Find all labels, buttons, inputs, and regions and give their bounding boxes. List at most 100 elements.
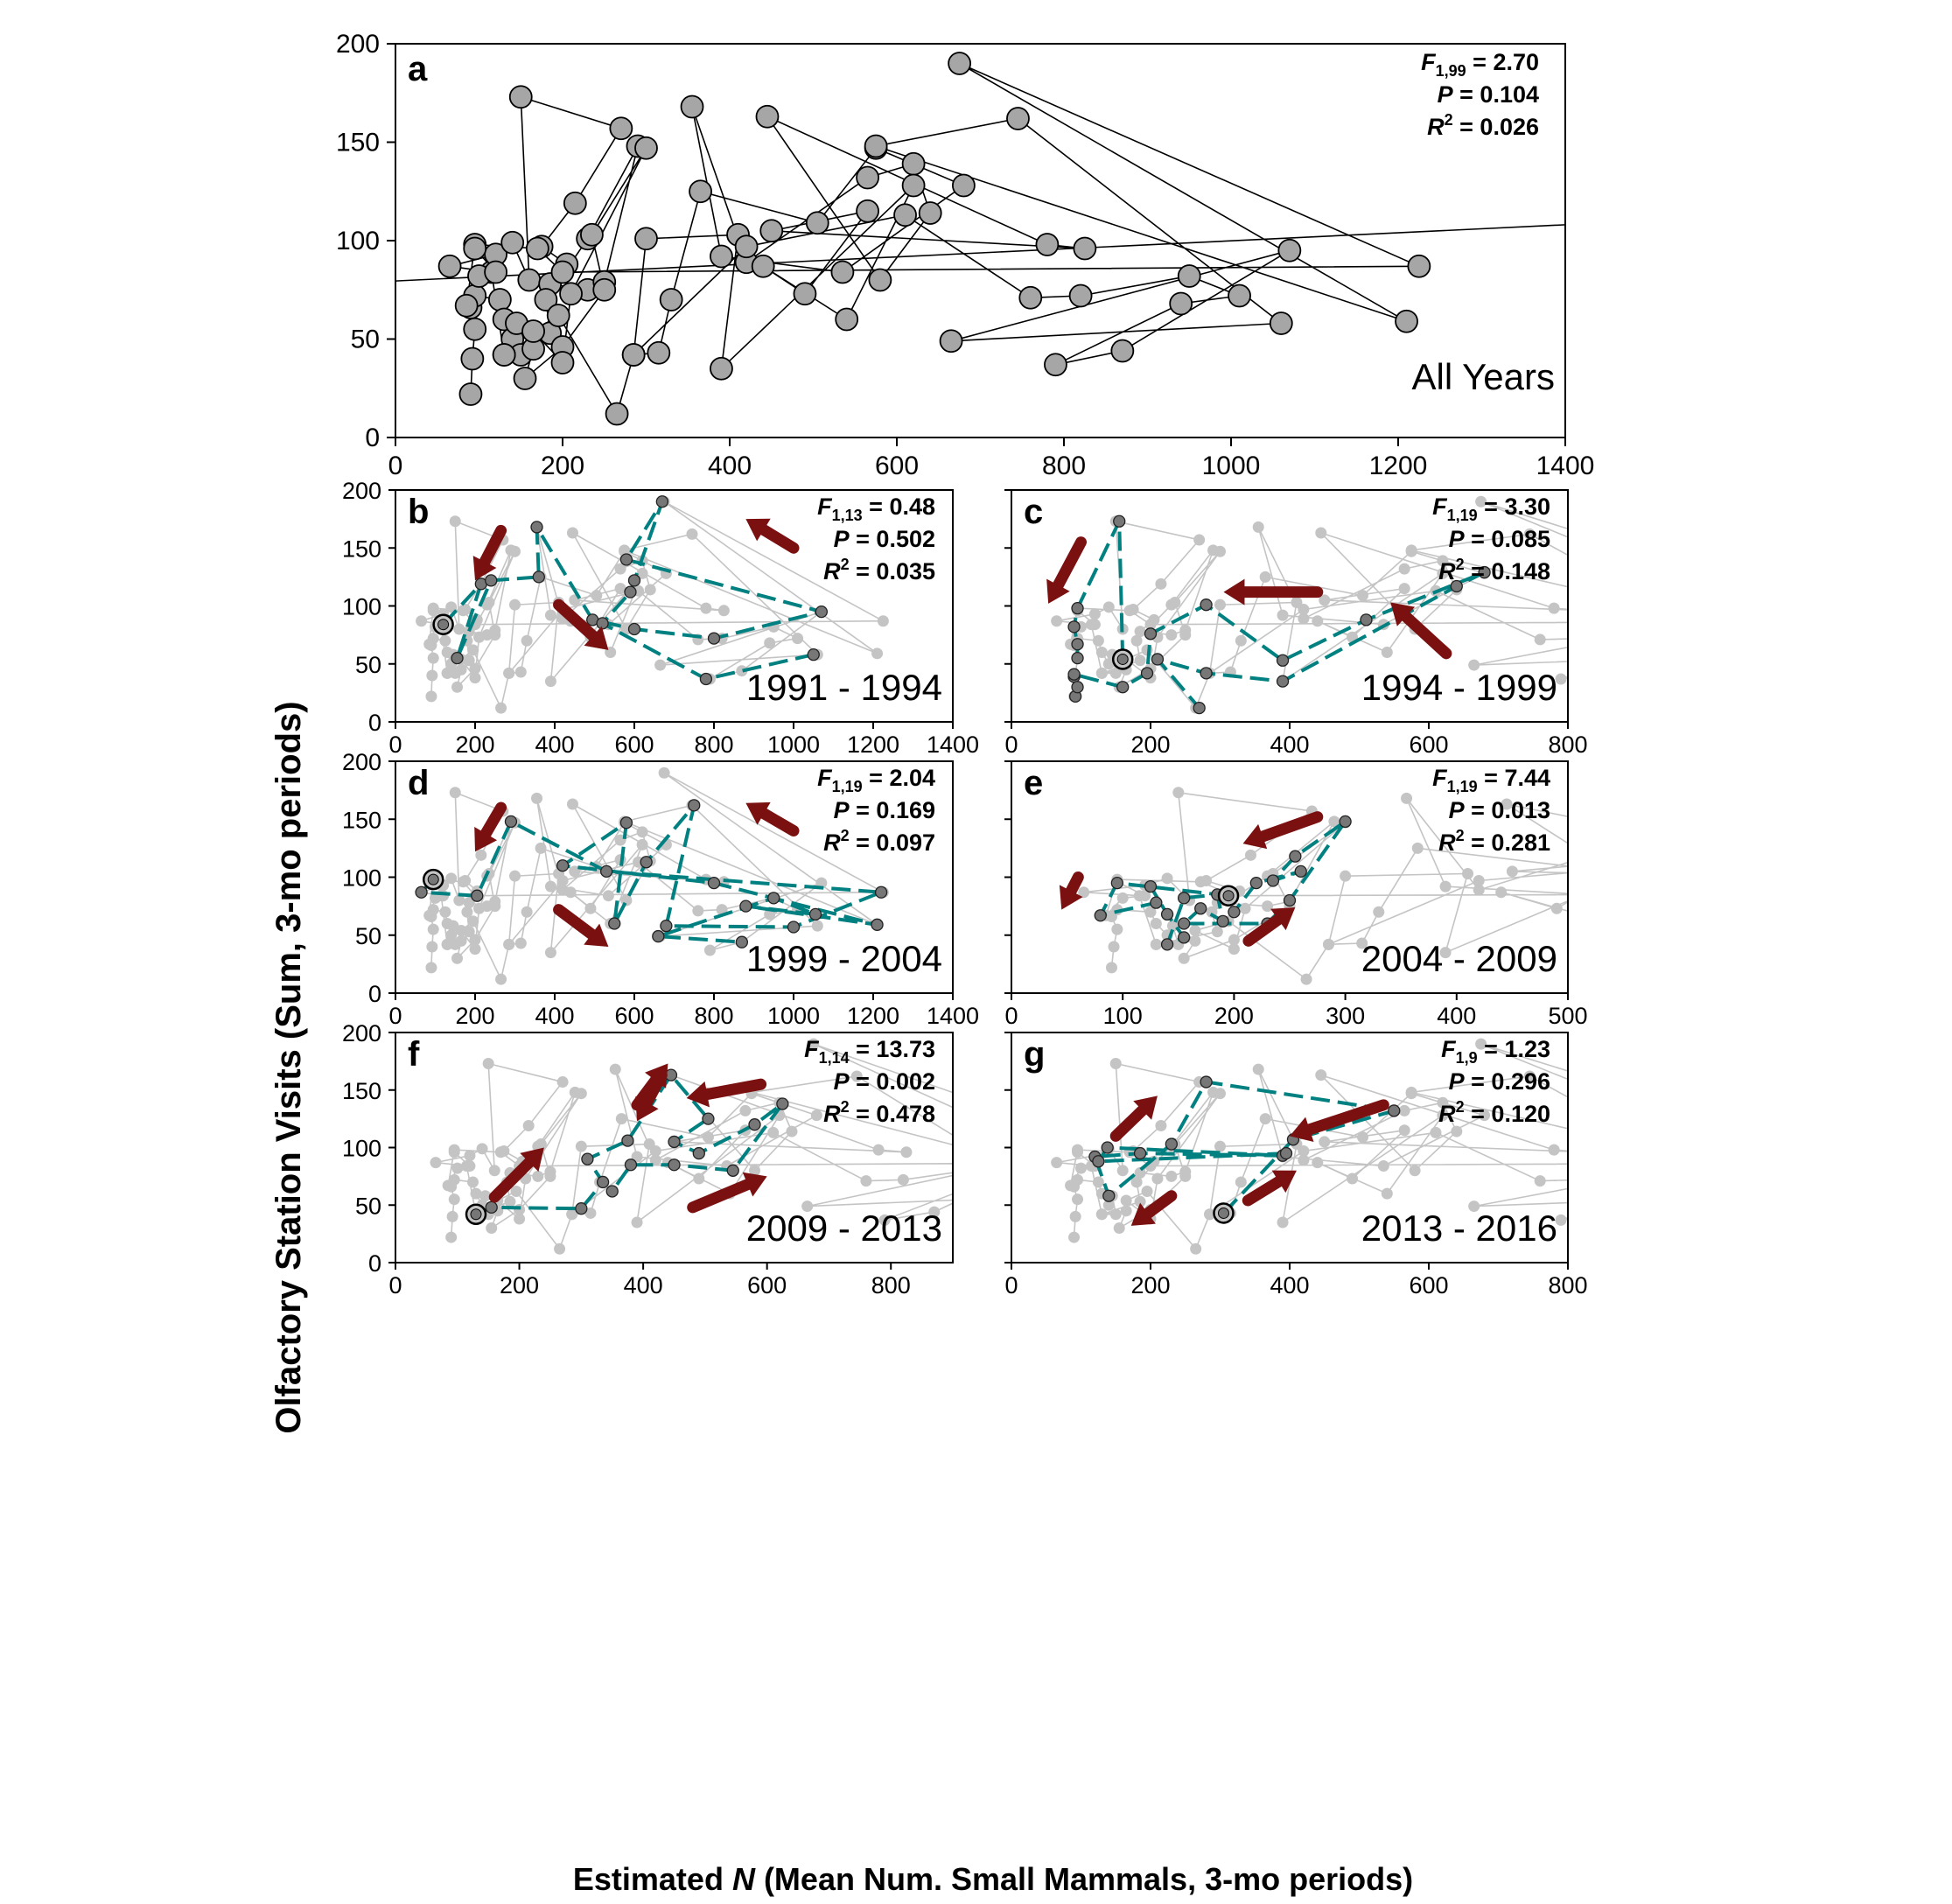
background-point: [602, 890, 614, 902]
r-symbol: R: [823, 830, 841, 856]
background-point: [445, 872, 458, 885]
p-value: P = 0.169: [834, 797, 935, 823]
background-point: [473, 631, 486, 643]
background-point: [1555, 1214, 1567, 1226]
x-tick-label: 1200: [1369, 452, 1428, 480]
x-tick-label: 400: [1437, 1003, 1476, 1029]
background-point: [1172, 787, 1185, 799]
x-tick-label: 200: [1130, 732, 1170, 758]
trend-arrow-shaft: [758, 524, 800, 554]
background-point: [1165, 629, 1178, 641]
background-point: [1298, 1144, 1310, 1157]
y-tick-label: 200: [342, 478, 381, 504]
x-tick-label: 600: [1409, 732, 1448, 758]
trend-arrow-shaft: [1242, 1175, 1285, 1207]
highlight-point: [1150, 896, 1163, 909]
x-tick-label: 0: [388, 1003, 402, 1029]
highlight-point: [1200, 667, 1213, 680]
trend-arrow-head: [1290, 1116, 1314, 1143]
highlight-point: [1200, 1075, 1213, 1088]
data-point: [559, 282, 583, 306]
background-point: [1708, 633, 1719, 644]
data-point: [647, 340, 671, 365]
data-point: [948, 52, 972, 75]
background-point: [1051, 615, 1063, 627]
background-point: [467, 644, 479, 656]
p-value: P = 0.104: [1438, 81, 1539, 108]
background-point: [792, 633, 804, 645]
data-point: [864, 134, 888, 158]
y-tick-label: 100: [342, 594, 381, 620]
trend-arrow-shaft: [1400, 611, 1452, 660]
highlight-point: [1450, 579, 1463, 593]
background-point: [609, 1063, 621, 1075]
p-value: P = 0.085: [1449, 526, 1550, 552]
background-point: [554, 1242, 566, 1255]
background-point: [1092, 1176, 1104, 1188]
background-point: [1373, 906, 1385, 918]
background-point: [1300, 973, 1312, 985]
highlight-point: [652, 929, 665, 943]
background-point: [801, 1200, 814, 1213]
r-squared: R2 = 0.120: [1438, 1098, 1550, 1127]
trend-arrow-head: [1046, 578, 1070, 604]
background-point: [1211, 926, 1223, 938]
background-point: [1439, 947, 1452, 959]
background-point: [1356, 1131, 1368, 1144]
f-df: 1,9: [1456, 1049, 1478, 1067]
background-point: [1051, 1157, 1063, 1169]
panel-f: 0 200 400 600 800 0 50 100 150 200 f 2009 - 2013 F1,…: [342, 1020, 954, 1298]
x-tick-label: 0: [1004, 1272, 1018, 1298]
p-number: = 0.002: [850, 1068, 935, 1095]
background-point: [1757, 767, 1768, 779]
background-point: [644, 584, 656, 596]
highlight-point: [1200, 598, 1213, 612]
background-point: [1165, 1170, 1178, 1182]
trend-arrow-head: [1242, 823, 1268, 850]
background-point: [464, 1160, 476, 1172]
plot-area: [1059, 767, 1768, 985]
highlight-point: [668, 1158, 681, 1172]
background-point: [457, 876, 469, 888]
background-point: [439, 906, 451, 918]
background-point: [636, 838, 648, 850]
background-point: [1667, 1163, 1678, 1174]
r-number: = 0.281: [1465, 830, 1550, 856]
background-point: [423, 909, 436, 921]
background-point: [566, 527, 578, 539]
background-point: [466, 1176, 479, 1188]
background-point: [495, 702, 507, 714]
background-point: [1555, 673, 1567, 685]
data-point: [592, 277, 617, 302]
highlight-point: [532, 570, 545, 584]
background-point: [1150, 938, 1162, 950]
background-point: [521, 634, 533, 647]
trend-arrow-head: [686, 1081, 710, 1108]
background-point: [1228, 943, 1240, 956]
background-point: [455, 924, 467, 936]
background-point: [1437, 1096, 1449, 1109]
panel-label: a: [408, 50, 428, 88]
r-squared: R2 = 0.035: [823, 556, 935, 584]
background-point: [1501, 798, 1513, 810]
trend-arrow-shaft: [553, 904, 598, 941]
highlight-point: [1276, 675, 1290, 688]
background-point: [1312, 615, 1324, 627]
y-tick-label: 50: [355, 652, 381, 678]
background-point: [1151, 1172, 1164, 1185]
y-tick-label: 200: [342, 1020, 381, 1046]
background-point: [453, 623, 465, 635]
background-point: [464, 1150, 476, 1162]
start-point: [427, 873, 439, 886]
background-point: [1523, 528, 1536, 540]
background-point: [467, 915, 479, 928]
background-point: [1381, 1187, 1393, 1200]
background-point: [1252, 521, 1264, 533]
r-exponent: 2: [841, 556, 850, 573]
background-point: [631, 1216, 643, 1228]
background-point: [514, 937, 527, 949]
background-point: [1134, 1166, 1146, 1179]
data-point: [952, 173, 976, 198]
